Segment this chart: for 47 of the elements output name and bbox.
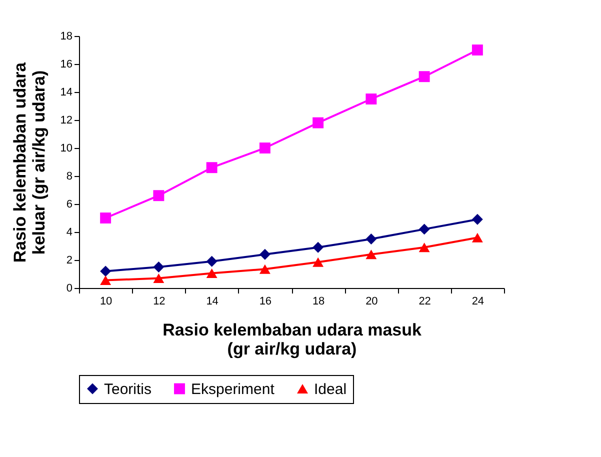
y-tick-label: 10 [60, 142, 72, 154]
point [472, 214, 483, 225]
x-tick-label: 22 [418, 296, 431, 308]
y-tick-label: 2 [66, 254, 72, 266]
point [206, 256, 218, 267]
point [153, 262, 164, 272]
point [153, 273, 164, 283]
x-tick-label: 16 [259, 296, 272, 308]
point [259, 264, 270, 274]
x-tick-label: 12 [153, 296, 166, 308]
x-axis-title: Rasio kelembaban udara masuk (gr air/kg udara) [162, 320, 422, 358]
point [312, 242, 324, 253]
x-tick-label: 10 [100, 296, 112, 308]
y-tick-label: 4 [66, 226, 72, 238]
y-tick-label: 16 [60, 58, 72, 70]
y-tick-label: 18 [60, 30, 72, 42]
y-tick-label: 14 [60, 86, 72, 98]
point [366, 94, 377, 104]
point [206, 162, 218, 174]
point [100, 212, 112, 224]
point [472, 232, 483, 242]
point [418, 71, 430, 82]
y-tick-label: 8 [66, 170, 72, 182]
legend-label: Ideal [314, 380, 347, 398]
point [259, 142, 270, 154]
y-tick-label: 0 [66, 282, 72, 294]
x-tick-label: 24 [472, 296, 484, 308]
point [366, 250, 377, 260]
x-tick-label: 18 [312, 296, 325, 308]
point [312, 117, 324, 128]
point [418, 224, 430, 235]
y-axis-title: Rasio kelembaban udara keluar (gr air/kg udara) [10, 62, 48, 263]
point [366, 234, 377, 244]
point [100, 266, 112, 277]
y-tick-label: 6 [66, 198, 72, 210]
point [472, 44, 483, 56]
point [100, 276, 112, 286]
point [418, 242, 430, 252]
y-tick-label: 12 [60, 114, 72, 126]
point [206, 268, 218, 278]
x-tick-label: 20 [366, 296, 378, 308]
point [312, 257, 324, 267]
point [259, 248, 270, 260]
point [153, 190, 164, 202]
x-tick-label: 14 [206, 296, 218, 308]
legend-label: Teoritis [104, 380, 152, 398]
legend-label: Eksperiment [191, 380, 276, 398]
